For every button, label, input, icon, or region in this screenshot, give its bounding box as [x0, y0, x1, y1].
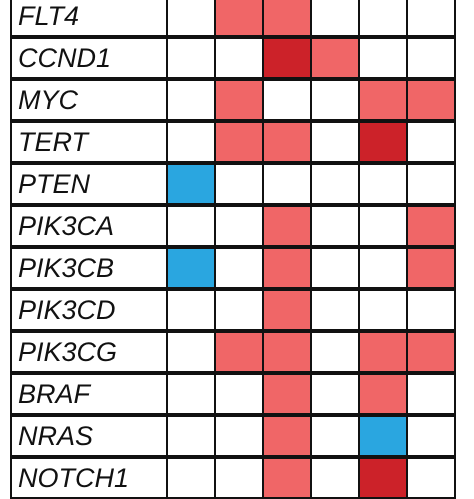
heatmap-cell-ccnd1-col-5 — [358, 37, 408, 79]
heatmap-cell-notch1-col-1 — [166, 457, 216, 499]
heatmap-cell-myc-col-2 — [214, 79, 264, 121]
heatmap-cell-braf-col-2 — [214, 373, 264, 415]
heatmap-cell-pik3cd-col-1 — [166, 289, 216, 331]
heatmap-cell-pik3cg-col-4 — [310, 331, 360, 373]
heatmap-cell-pik3cg-col-3 — [262, 331, 312, 373]
heatmap-cell-ccnd1-col-2 — [214, 37, 264, 79]
heatmap-cell-nras-col-6 — [406, 415, 456, 457]
heatmap-cell-nras-col-5 — [358, 415, 408, 457]
heatmap-cell-flt4-col-4 — [310, 0, 360, 37]
heatmap-cell-tert-col-1 — [166, 121, 216, 163]
heatmap-cell-pik3cd-col-4 — [310, 289, 360, 331]
heatmap-cell-pik3cg-col-1 — [166, 331, 216, 373]
row-label-flt4: FLT4 — [10, 0, 168, 37]
heatmap-cell-nras-col-4 — [310, 415, 360, 457]
heatmap-cell-pik3cg-col-6 — [406, 331, 456, 373]
heatmap-cell-nras-col-2 — [214, 415, 264, 457]
heatmap-cell-pik3cb-col-5 — [358, 247, 408, 289]
heatmap-cell-notch1-col-3 — [262, 457, 312, 499]
heatmap-cell-pik3ca-col-1 — [166, 205, 216, 247]
row-label-braf: BRAF — [10, 373, 168, 415]
heatmap-cell-pik3cd-col-2 — [214, 289, 264, 331]
heatmap-cell-tert-col-4 — [310, 121, 360, 163]
heatmap-cell-flt4-col-1 — [166, 0, 216, 37]
row-label-myc: MYC — [10, 79, 168, 121]
heatmap-cell-tert-col-6 — [406, 121, 456, 163]
heatmap-cell-flt4-col-2 — [214, 0, 264, 37]
heatmap-cell-pik3cb-col-2 — [214, 247, 264, 289]
heatmap-cell-pik3ca-col-3 — [262, 205, 312, 247]
heatmap-cell-notch1-col-5 — [358, 457, 408, 499]
row-label-pik3cb: PIK3CB — [10, 247, 168, 289]
heatmap-cell-pik3cd-col-5 — [358, 289, 408, 331]
heatmap-cell-pik3cb-col-4 — [310, 247, 360, 289]
heatmap-cell-braf-col-6 — [406, 373, 456, 415]
heatmap-cell-braf-col-4 — [310, 373, 360, 415]
heatmap-cell-pten-col-5 — [358, 163, 408, 205]
heatmap-cell-notch1-col-4 — [310, 457, 360, 499]
heatmap-cell-myc-col-3 — [262, 79, 312, 121]
row-label-tert: TERT — [10, 121, 168, 163]
heatmap-cell-pten-col-1 — [166, 163, 216, 205]
heatmap-cell-pik3cd-col-3 — [262, 289, 312, 331]
heatmap-cell-pik3cb-col-3 — [262, 247, 312, 289]
heatmap-cell-pik3cb-col-6 — [406, 247, 456, 289]
heatmap-cell-tert-col-5 — [358, 121, 408, 163]
heatmap-cell-myc-col-4 — [310, 79, 360, 121]
row-label-pik3ca: PIK3CA — [10, 205, 168, 247]
heatmap-cell-braf-col-3 — [262, 373, 312, 415]
heatmap-cell-flt4-col-6 — [406, 0, 456, 37]
heatmap-cell-ccnd1-col-4 — [310, 37, 360, 79]
row-label-pik3cd: PIK3CD — [10, 289, 168, 331]
heatmap-cell-pik3ca-col-6 — [406, 205, 456, 247]
heatmap-cell-braf-col-5 — [358, 373, 408, 415]
row-label-pten: PTEN — [10, 163, 168, 205]
heatmap-cell-nras-col-1 — [166, 415, 216, 457]
row-label-pik3cg: PIK3CG — [10, 331, 168, 373]
heatmap-cell-myc-col-1 — [166, 79, 216, 121]
heatmap-cell-tert-col-3 — [262, 121, 312, 163]
heatmap-cell-pik3ca-col-5 — [358, 205, 408, 247]
heatmap-cell-pten-col-3 — [262, 163, 312, 205]
heatmap-cell-ccnd1-col-6 — [406, 37, 456, 79]
heatmap-cell-ccnd1-col-1 — [166, 37, 216, 79]
heatmap-cell-notch1-col-2 — [214, 457, 264, 499]
heatmap-cell-myc-col-5 — [358, 79, 408, 121]
row-label-notch1: NOTCH1 — [10, 457, 168, 499]
heatmap-cell-pik3cg-col-5 — [358, 331, 408, 373]
heatmap-cell-tert-col-2 — [214, 121, 264, 163]
row-label-ccnd1: CCND1 — [10, 37, 168, 79]
heatmap-cell-myc-col-6 — [406, 79, 456, 121]
heatmap-cell-pik3cg-col-2 — [214, 331, 264, 373]
heatmap-cell-braf-col-1 — [166, 373, 216, 415]
heatmap-cell-pik3ca-col-4 — [310, 205, 360, 247]
heatmap-cell-pik3ca-col-2 — [214, 205, 264, 247]
heatmap-cell-pten-col-4 — [310, 163, 360, 205]
gene-alteration-heatmap: FLT4 CCND1 MYC TERT PTEN PIK3CA PIK3CB PIK3CD PI… — [10, 0, 456, 499]
heatmap-cell-pten-col-2 — [214, 163, 264, 205]
heatmap-cell-pten-col-6 — [406, 163, 456, 205]
heatmap-cell-flt4-col-5 — [358, 0, 408, 37]
heatmap-cell-nras-col-3 — [262, 415, 312, 457]
heatmap-cell-pik3cd-col-6 — [406, 289, 456, 331]
heatmap-cell-notch1-col-6 — [406, 457, 456, 499]
heatmap-cell-flt4-col-3 — [262, 0, 312, 37]
heatmap-cell-ccnd1-col-3 — [262, 37, 312, 79]
heatmap-cell-pik3cb-col-1 — [166, 247, 216, 289]
row-label-nras: NRAS — [10, 415, 168, 457]
